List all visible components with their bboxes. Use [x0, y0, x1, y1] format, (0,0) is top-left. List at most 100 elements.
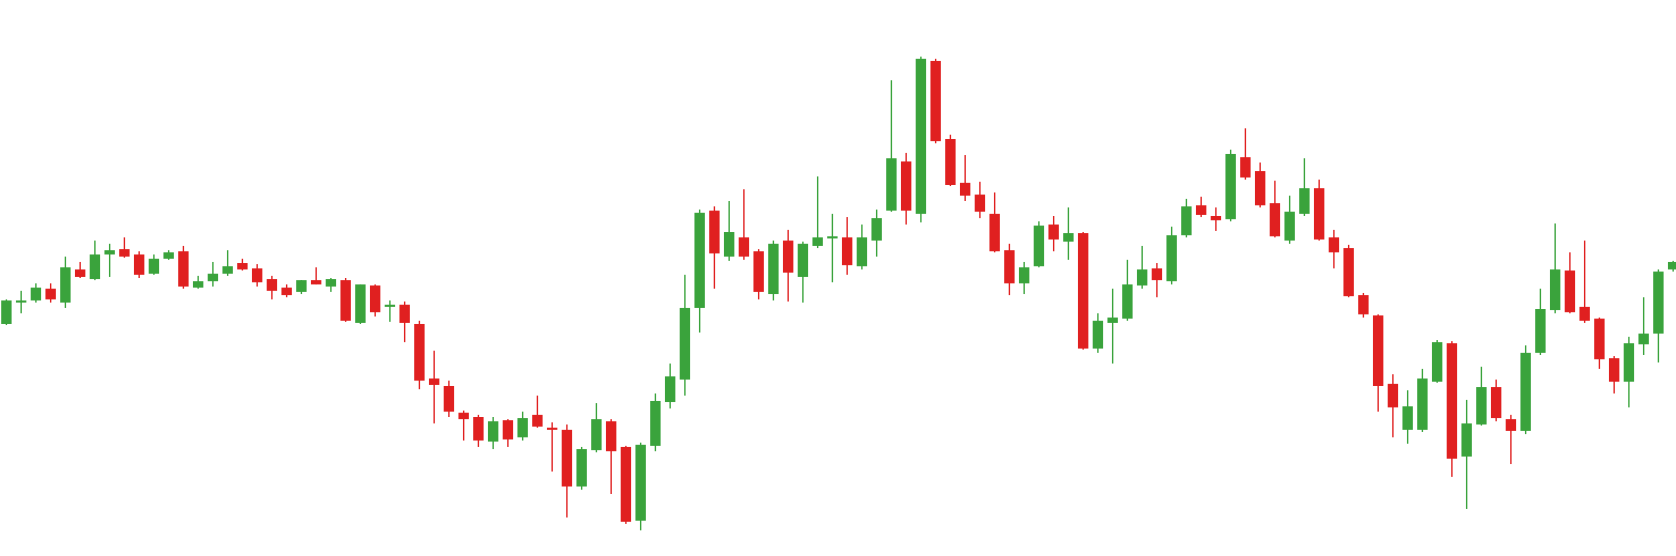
- candle-body: [1446, 343, 1458, 459]
- candle-body: [1431, 342, 1443, 382]
- candle-body: [1284, 211, 1295, 241]
- candle-body: [989, 213, 1000, 252]
- candle-body: [222, 266, 233, 274]
- candle-body: [797, 243, 809, 277]
- candle-body: [178, 251, 189, 287]
- candle-body: [1269, 203, 1281, 237]
- candle-body: [959, 182, 971, 196]
- candle-body: [384, 304, 396, 307]
- candle-body: [532, 414, 543, 427]
- candle-body: [1181, 206, 1192, 236]
- candle-body: [738, 237, 750, 257]
- candle-body: [1623, 343, 1635, 382]
- candle-body: [296, 280, 307, 292]
- candle-body: [1638, 333, 1649, 345]
- candle-body: [974, 194, 986, 212]
- candle-body: [709, 210, 720, 254]
- candle-body: [1004, 250, 1015, 284]
- candle-body: [15, 300, 27, 303]
- candle-body: [237, 263, 248, 270]
- candle-body: [1, 300, 12, 324]
- candle-body: [635, 444, 646, 521]
- candle-body: [1549, 269, 1561, 311]
- candle-body: [1520, 352, 1531, 431]
- candle-body: [458, 412, 469, 420]
- candle-body: [591, 419, 602, 451]
- candle-body: [650, 400, 661, 446]
- candle-body: [1328, 237, 1340, 253]
- candle-body: [1033, 225, 1045, 267]
- candle-body: [487, 421, 499, 442]
- candle-body: [325, 279, 337, 287]
- candle-body: [133, 254, 145, 275]
- candle-body: [1594, 318, 1605, 360]
- candle-body: [1210, 215, 1222, 221]
- candle-body: [1195, 205, 1207, 215]
- candle-body: [1122, 284, 1133, 319]
- candle-body: [1018, 267, 1030, 284]
- candle-body: [1490, 387, 1502, 419]
- candle-body: [428, 378, 440, 385]
- candle-body: [473, 417, 484, 441]
- candle-body: [694, 212, 705, 308]
- candle-body: [1048, 224, 1059, 240]
- candle-body: [414, 323, 425, 381]
- candle-body: [1505, 419, 1517, 431]
- candle-body: [753, 251, 764, 292]
- candle-body: [281, 287, 292, 296]
- candle-body: [827, 236, 838, 239]
- candle-body: [561, 429, 573, 487]
- candle-body: [369, 285, 381, 313]
- candle-body: [1535, 309, 1546, 353]
- candle-body: [30, 287, 42, 301]
- candle-body: [1372, 315, 1384, 386]
- candle-body: [266, 279, 278, 291]
- candle-body: [1063, 233, 1074, 242]
- candle-body: [886, 158, 897, 211]
- candle-body: [443, 385, 455, 412]
- candle-body: [355, 284, 366, 323]
- candle-body: [1461, 423, 1472, 457]
- candle-body: [1402, 406, 1413, 430]
- candle-body: [148, 258, 160, 274]
- candle-body: [251, 268, 263, 283]
- candle-body: [546, 427, 558, 430]
- candle-body: [1564, 270, 1576, 313]
- candle-body: [1166, 235, 1177, 282]
- candle-body: [1254, 171, 1266, 206]
- candle-body: [620, 446, 632, 522]
- candle-body: [1313, 188, 1325, 240]
- candle-body: [45, 288, 56, 300]
- candle-body: [1608, 358, 1620, 382]
- candle-body: [192, 281, 204, 288]
- candle-body: [517, 418, 528, 438]
- candle-body: [812, 237, 823, 246]
- candle-body: [915, 58, 927, 214]
- candle-body: [679, 307, 691, 380]
- candle-body: [502, 420, 514, 440]
- candle-body: [900, 161, 912, 211]
- candle-body: [768, 243, 779, 295]
- candle-body: [723, 232, 735, 257]
- candle-body: [1151, 268, 1163, 281]
- candle-body: [1136, 269, 1148, 286]
- candle-body: [856, 237, 868, 267]
- candle-body: [1107, 317, 1118, 323]
- candle-body: [576, 449, 587, 487]
- candle-body: [119, 249, 130, 257]
- candle-body: [871, 218, 882, 241]
- candle-body: [1387, 383, 1399, 408]
- candle-body: [930, 60, 941, 142]
- candle-body: [399, 304, 410, 323]
- candle-body: [1343, 248, 1354, 297]
- candle-body: [60, 267, 71, 303]
- candle-body: [1299, 188, 1310, 214]
- candle-body: [1225, 153, 1236, 220]
- candle-body: [1667, 261, 1676, 270]
- candle-body: [782, 240, 794, 273]
- candle-body: [207, 273, 219, 282]
- candle-body: [1092, 320, 1104, 349]
- candle-body: [1240, 157, 1251, 178]
